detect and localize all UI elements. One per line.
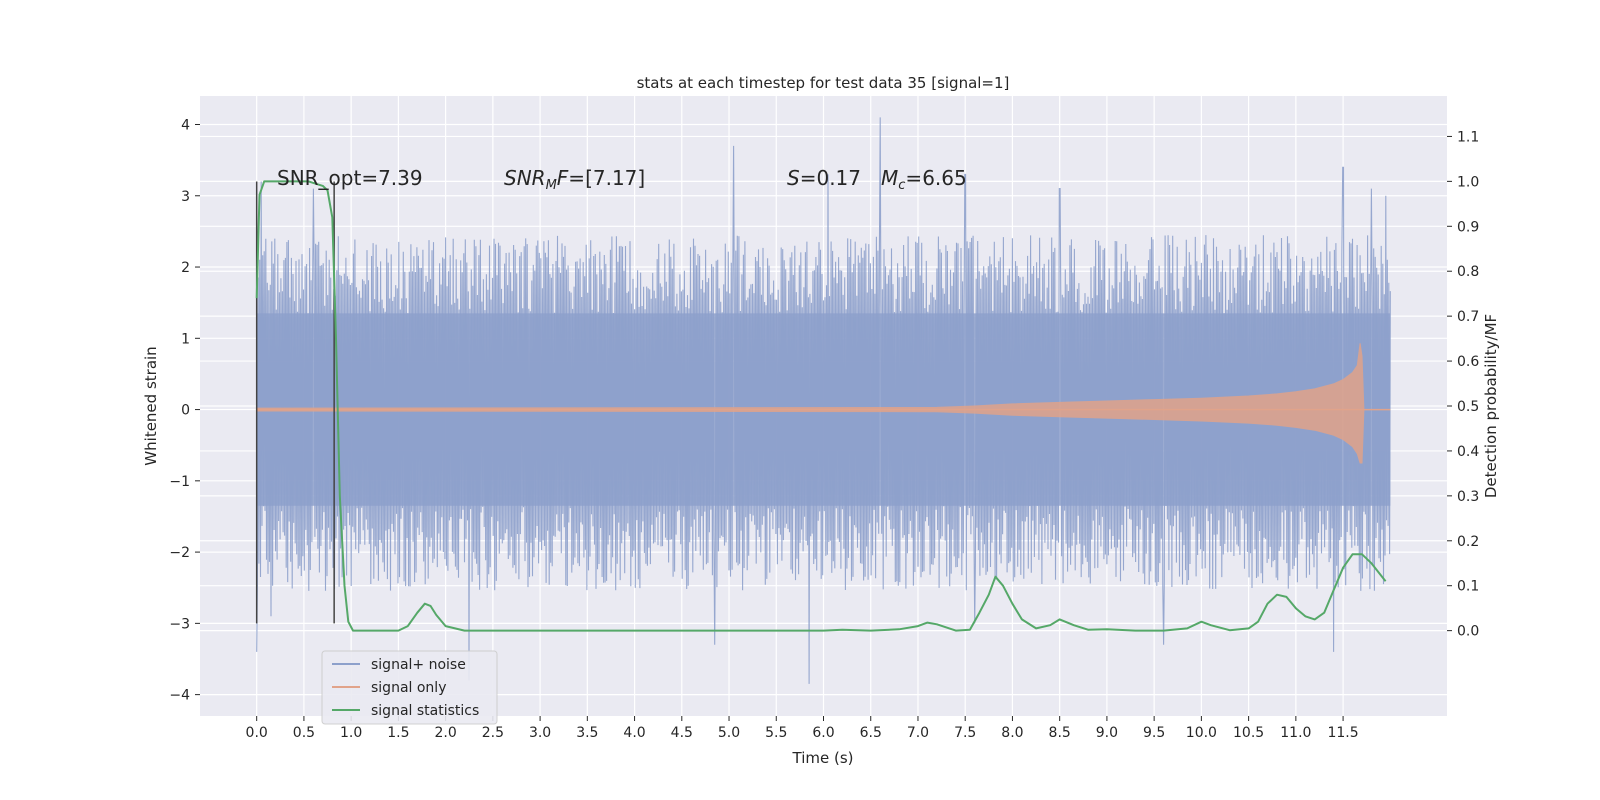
x-tick-label: 8.5: [1049, 725, 1071, 741]
x-tick-label: 11.5: [1327, 725, 1358, 741]
annotation-snr-mf-value: [7.17]: [585, 166, 645, 190]
annotation-mc-value: 6.65: [922, 166, 967, 190]
x-tick-label: 11.0: [1280, 725, 1311, 741]
x-tick-label: 5.0: [718, 725, 740, 741]
x-tick-label: 0.0: [246, 725, 268, 741]
x-tick-label: 4.0: [623, 725, 645, 741]
x-tick-label: 4.5: [671, 725, 693, 741]
legend-label-stat: signal statistics: [371, 703, 479, 719]
legend-label-noise: signal+ noise: [371, 657, 466, 673]
noise-line: [256, 117, 1391, 684]
y2-tick-label: 0.4: [1457, 444, 1479, 460]
legend-label-signal: signal only: [371, 680, 446, 696]
x-tick-label: 9.5: [1143, 725, 1165, 741]
y-tick-label: −1: [169, 474, 190, 490]
y2-tick-label: 0.6: [1457, 354, 1479, 370]
y-tick-label: 0: [181, 403, 190, 419]
y2-tick-label: 1.0: [1457, 174, 1479, 190]
signal-only-series: [256, 343, 1391, 464]
stat-line: [255, 180, 1387, 632]
x-tick-label: 7.0: [907, 725, 929, 741]
x-tick-label: 10.0: [1186, 725, 1217, 741]
y2-tick-label: 0.8: [1457, 264, 1479, 280]
y2-tick-label: 0.9: [1457, 219, 1479, 235]
y2-tick-label: 0.3: [1457, 489, 1479, 505]
x-axis-ticks: 0.0 0.5 1.0 1.5 2.0 2.5 3.0 3.5 4.0 4.5 5.0 5.5 6.0 6…: [246, 716, 1359, 741]
y2-tick-label: 1.1: [1457, 129, 1479, 145]
y2-tick-label: 0.1: [1457, 579, 1479, 595]
y2-axis-label: Detection probability/MF: [1482, 314, 1500, 498]
x-tick-label: 5.5: [765, 725, 787, 741]
x-tick-label: 10.5: [1233, 725, 1264, 741]
x-tick-label: 2.0: [434, 725, 456, 741]
annotation-s: S=0.17: [787, 166, 861, 190]
y-tick-label: −4: [169, 688, 190, 704]
x-axis-label: Time (s): [792, 749, 854, 767]
signal-statistics-series: [255, 180, 1387, 632]
y-tick-label: 2: [181, 260, 190, 276]
y2-tick-label: 0.0: [1457, 624, 1479, 640]
signal-envelope: [256, 343, 1365, 464]
y2-tick-label: 0.2: [1457, 534, 1479, 550]
x-tick-label: 2.5: [482, 725, 504, 741]
x-tick-label: 6.5: [860, 725, 882, 741]
y-axis-label: Whitened strain: [142, 346, 160, 465]
annotation-snr-mf: SNRMF=[7.17]: [504, 166, 645, 193]
x-tick-label: 6.0: [812, 725, 834, 741]
legend-box: [321, 650, 498, 725]
x-tick-label: 0.5: [293, 725, 315, 741]
y-tick-label: −2: [169, 545, 190, 561]
annotation-mc: Mc=6.65: [881, 166, 967, 193]
y-tick-label: −3: [169, 616, 190, 632]
annotation-snr-opt: SNR_opt=7.39: [277, 166, 423, 190]
y-tick-label: 3: [181, 189, 190, 205]
y-axis-ticks: −4 −3 −2 −1 0 1 2 3 4: [169, 118, 200, 704]
x-tick-label: 3.0: [529, 725, 551, 741]
y2-tick-label: 0.5: [1457, 399, 1479, 415]
y2-axis-ticks: 0.0 0.1 0.2 0.3 0.4 0.5 0.6 0.7 0.8 0.9 1.0 1.1: [1447, 129, 1479, 640]
x-tick-label: 1.5: [387, 725, 409, 741]
annotation-s-value: 0.17: [816, 166, 861, 190]
x-tick-label: 7.5: [954, 725, 976, 741]
x-tick-label: 8.0: [1001, 725, 1023, 741]
chart-title: stats at each timestep for test data 35 …: [637, 74, 1010, 92]
y-tick-label: 4: [181, 118, 190, 134]
legend: signal+ noise signal only signal statist…: [321, 650, 498, 725]
x-tick-label: 9.0: [1096, 725, 1118, 741]
y-tick-label: 1: [181, 331, 190, 347]
x-tick-label: 3.5: [576, 725, 598, 741]
x-tick-label: 1.0: [340, 725, 362, 741]
y2-tick-label: 0.7: [1457, 309, 1479, 325]
